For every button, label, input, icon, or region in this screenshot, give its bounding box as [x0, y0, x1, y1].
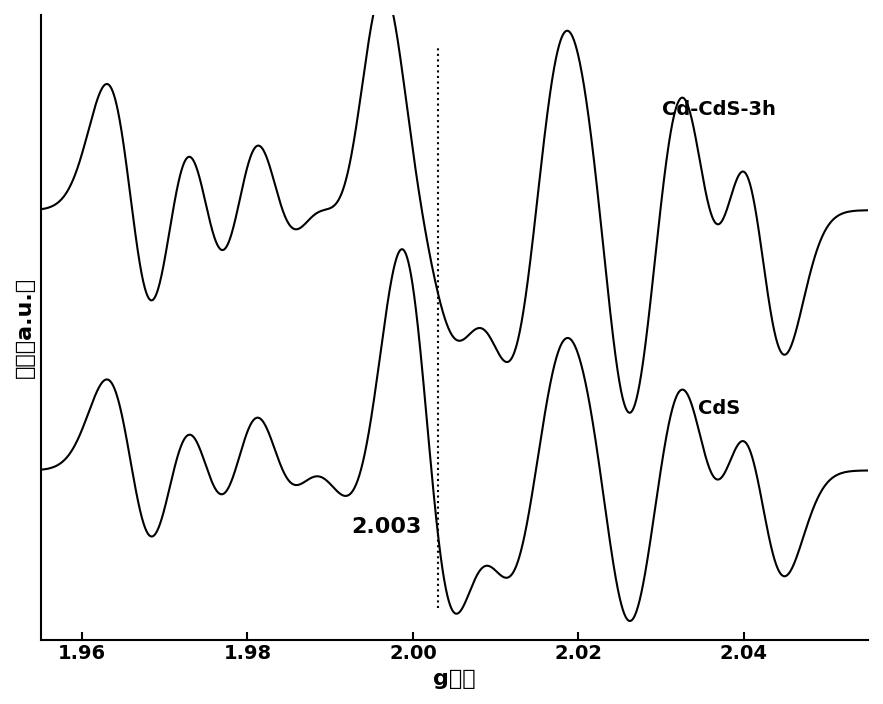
X-axis label: g因子: g因子 [433, 669, 476, 689]
Text: CdS: CdS [698, 399, 740, 418]
Y-axis label: 强度（a.u.）: 强度（a.u.） [15, 277, 35, 378]
Text: Cd-CdS-3h: Cd-CdS-3h [662, 100, 776, 119]
Text: 2.003: 2.003 [351, 517, 421, 537]
